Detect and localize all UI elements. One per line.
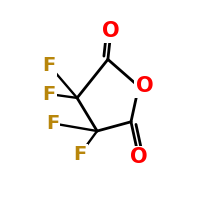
Text: F: F <box>74 145 87 164</box>
Text: F: F <box>43 56 56 75</box>
Text: O: O <box>136 76 154 96</box>
Text: O: O <box>130 147 148 167</box>
Text: F: F <box>46 114 59 133</box>
Text: F: F <box>43 85 56 104</box>
Text: O: O <box>102 21 120 41</box>
